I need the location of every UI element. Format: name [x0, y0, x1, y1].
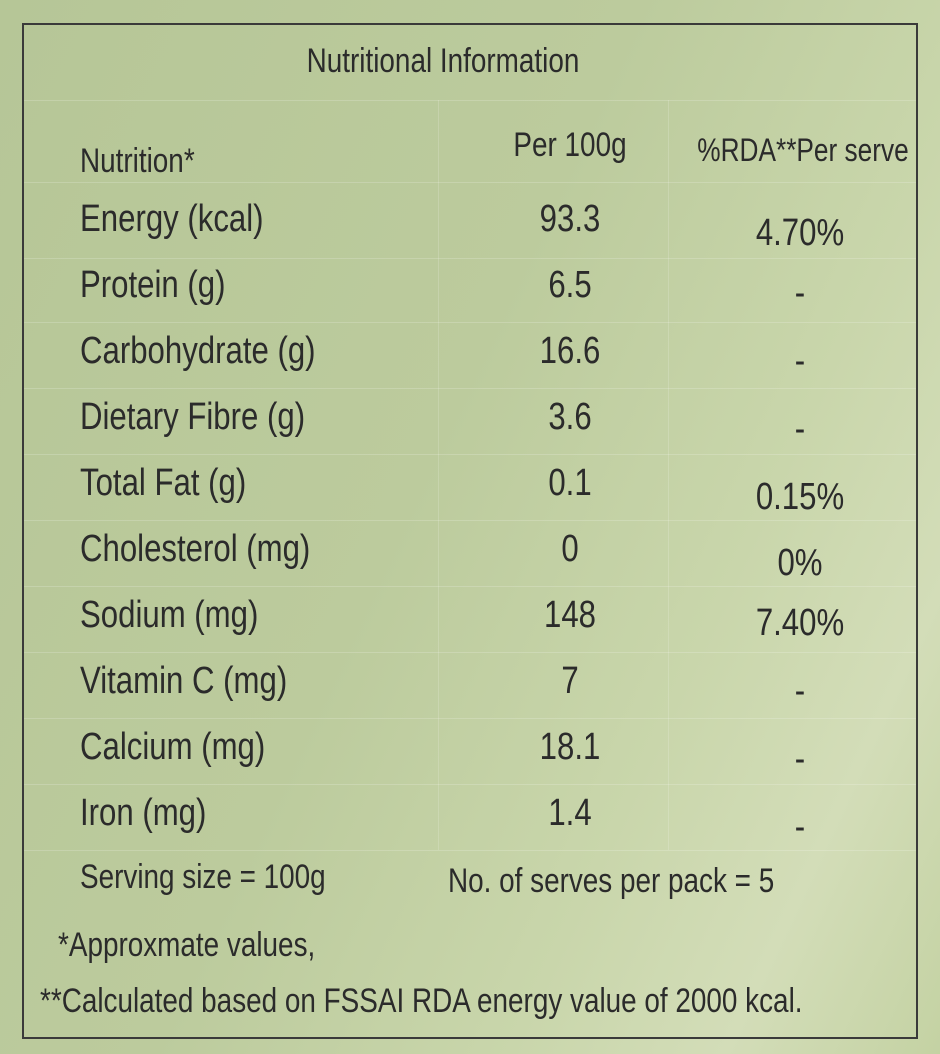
table-row: Vitamin C (mg) 7 - [0, 660, 940, 720]
grid-line [24, 850, 916, 851]
grid-line [24, 520, 916, 521]
serving-size: Serving size = 100g [80, 858, 326, 896]
nutrient-per-100g: 0.1 [548, 462, 592, 504]
nutrient-name: Cholesterol (mg) [80, 528, 311, 570]
grid-line [24, 322, 916, 323]
nutrient-name: Total Fat (g) [80, 462, 247, 504]
footnote-fssai: **Calculated based on FSSAI RDA energy v… [40, 982, 803, 1020]
table-row: Protein (g) 6.5 - [0, 264, 940, 324]
nutrient-name: Sodium (mg) [80, 594, 259, 636]
nutrient-rda: 0.15% [755, 476, 845, 518]
nutrient-per-100g: 1.4 [548, 792, 592, 834]
nutrient-rda: - [794, 272, 806, 314]
nutrient-per-100g: 7 [561, 660, 579, 702]
table-header-row: Nutrition* Per 100g %RDA**Per serve [0, 124, 940, 184]
serves-per-pack: No. of serves per pack = 5 [448, 862, 775, 900]
table-row: Sodium (mg) 148 7.40% [0, 594, 940, 654]
nutrient-rda: 7.40% [755, 602, 845, 644]
nutrient-per-100g: 16.6 [539, 330, 601, 372]
grid-line [24, 388, 916, 389]
header-rda: %RDA**Per serve [697, 132, 909, 168]
grid-line [24, 718, 916, 719]
nutrient-name: Vitamin C (mg) [80, 660, 288, 702]
grid-line [668, 100, 669, 850]
grid-line [24, 454, 916, 455]
nutrient-name: Iron (mg) [80, 792, 207, 834]
nutrient-per-100g: 6.5 [548, 264, 592, 306]
nutrient-per-100g: 93.3 [539, 198, 601, 240]
nutrient-per-100g: 18.1 [539, 726, 601, 768]
table-title: Nutritional Information [306, 42, 580, 80]
grid-line [24, 586, 916, 587]
nutrient-rda: 0% [777, 542, 823, 584]
table-row: Iron (mg) 1.4 - [0, 792, 940, 852]
nutrient-rda: 4.70% [755, 212, 845, 254]
nutrient-name: Carbohydrate (g) [80, 330, 316, 372]
nutrient-per-100g: 3.6 [548, 396, 592, 438]
nutrient-rda: - [794, 738, 806, 780]
grid-line [24, 258, 916, 259]
grid-line [24, 100, 916, 101]
nutrient-per-100g: 0 [561, 528, 579, 570]
grid-line [24, 182, 916, 183]
table-row: Carbohydrate (g) 16.6 - [0, 330, 940, 390]
nutrient-name: Energy (kcal) [80, 198, 264, 240]
nutrient-name: Dietary Fibre (g) [80, 396, 306, 438]
nutrient-rda: - [794, 408, 806, 450]
table-row: Energy (kcal) 93.3 4.70% [0, 198, 940, 258]
footnote-approx: *Approxmate values, [58, 926, 316, 964]
table-row: Calcium (mg) 18.1 - [0, 726, 940, 786]
nutrient-per-100g: 148 [544, 594, 596, 636]
nutrient-rda: - [794, 340, 806, 382]
header-nutrition: Nutrition* [80, 142, 195, 180]
grid-line [438, 100, 439, 850]
nutrient-rda: - [794, 806, 806, 848]
table-row: Total Fat (g) 0.1 0.15% [0, 462, 940, 522]
table-border [22, 23, 918, 1039]
grid-line [24, 652, 916, 653]
grid-line [24, 784, 916, 785]
header-per-100g: Per 100g [513, 126, 627, 164]
nutrient-name: Calcium (mg) [80, 726, 266, 768]
table-row: Dietary Fibre (g) 3.6 - [0, 396, 940, 456]
nutrient-name: Protein (g) [80, 264, 226, 306]
table-row: Cholesterol (mg) 0 0% [0, 528, 940, 588]
nutrient-rda: - [794, 670, 806, 712]
